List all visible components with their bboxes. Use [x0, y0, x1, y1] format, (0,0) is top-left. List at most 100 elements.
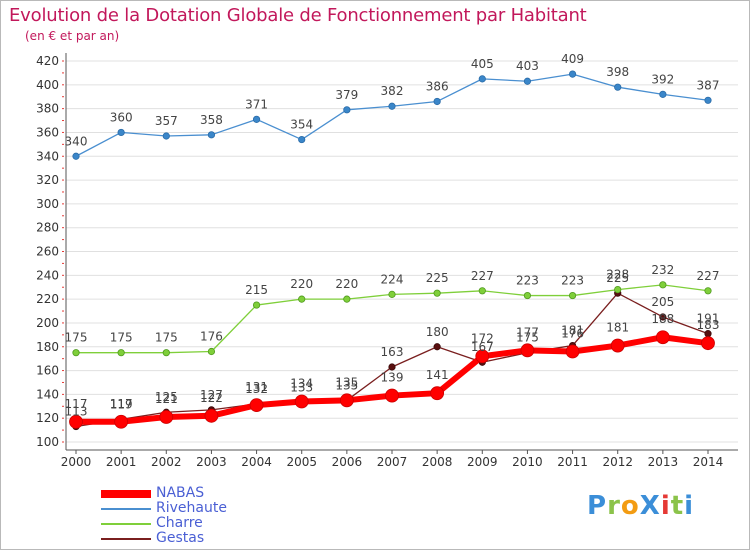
chart-subtitle: (en € et par an) — [25, 29, 120, 43]
data-label-gestas: 132 — [245, 382, 268, 396]
data-point-nabas — [655, 330, 670, 345]
data-label-gestas: 119 — [110, 397, 133, 411]
data-label-gestas: 191 — [697, 312, 720, 326]
data-point-rivehaute — [704, 96, 712, 104]
data-point-nabas — [565, 344, 580, 359]
data-label-rivehaute: 358 — [200, 113, 223, 127]
data-label-charre: 175 — [155, 331, 178, 345]
data-label-charre: 223 — [561, 274, 584, 288]
data-point-rivehaute — [207, 131, 216, 139]
data-point-gestas — [659, 313, 667, 321]
data-label-nabas: 188 — [651, 312, 674, 326]
data-label-rivehaute: 386 — [426, 79, 449, 93]
x-tick-label: 2003 — [196, 455, 227, 469]
data-label-gestas: 175 — [516, 331, 539, 345]
x-tick-label: 2013 — [648, 455, 679, 469]
data-label-charre: 227 — [697, 269, 720, 283]
x-tick-label: 2008 — [422, 455, 453, 469]
y-tick-label: 260 — [36, 245, 59, 259]
data-point-charre — [568, 291, 577, 300]
data-label-charre: 227 — [471, 269, 494, 283]
data-label-charre: 225 — [426, 271, 449, 285]
data-label-rivehaute: 340 — [65, 134, 88, 148]
data-label-nabas: 122 — [200, 391, 223, 405]
data-point-nabas — [610, 338, 625, 353]
y-tick-label: 180 — [36, 340, 59, 354]
y-tick-label: 240 — [36, 268, 59, 282]
x-tick-label: 2007 — [377, 455, 408, 469]
data-label-nabas: 176 — [561, 327, 584, 341]
data-label-gestas: 135 — [335, 378, 358, 392]
data-point-nabas — [159, 410, 174, 424]
y-tick-label: 220 — [36, 292, 59, 306]
legend-swatch — [101, 523, 151, 525]
data-label-gestas: 125 — [155, 390, 178, 404]
data-point-charre — [659, 281, 667, 289]
data-label-charre: 220 — [290, 277, 313, 291]
y-tick-label: 140 — [36, 387, 59, 401]
legend-swatch — [101, 538, 151, 540]
data-label-nabas: 139 — [381, 371, 404, 385]
data-label-rivehaute: 382 — [381, 84, 404, 98]
chart-title: Evolution de la Dotation Globale de Fonc… — [9, 5, 587, 26]
data-label-nabas: 141 — [426, 368, 449, 382]
data-label-rivehaute: 357 — [155, 114, 178, 128]
data-label-rivehaute: 360 — [110, 110, 133, 124]
data-point-nabas — [204, 408, 219, 423]
data-label-gestas: 163 — [381, 345, 404, 359]
data-label-charre: 220 — [335, 277, 358, 291]
data-label-gestas: 133 — [290, 381, 313, 395]
data-point-nabas — [249, 398, 264, 412]
data-point-gestas — [433, 343, 441, 351]
y-tick-label: 300 — [36, 197, 59, 211]
data-label-nabas: 172 — [471, 331, 494, 345]
data-label-nabas: 181 — [606, 321, 629, 335]
data-point-nabas — [339, 393, 354, 408]
data-point-rivehaute — [343, 106, 351, 114]
legend-label: Rivehaute — [156, 500, 227, 516]
data-label-charre: 228 — [606, 268, 629, 282]
data-label-charre: 223 — [516, 274, 539, 288]
data-label-rivehaute: 405 — [471, 57, 494, 71]
data-label-gestas: 113 — [65, 405, 88, 419]
data-point-charre — [207, 347, 216, 356]
data-point-nabas — [69, 414, 83, 429]
data-label-rivehaute: 398 — [606, 65, 629, 79]
data-point-rivehaute — [72, 152, 80, 160]
data-point-nabas — [385, 388, 399, 403]
data-point-rivehaute — [252, 115, 261, 123]
data-point-rivehaute — [478, 75, 486, 83]
x-tick-label: 2009 — [467, 455, 498, 469]
data-point-charre — [704, 287, 712, 295]
y-tick-label: 100 — [36, 435, 59, 449]
y-tick-label: 400 — [36, 78, 59, 92]
data-label-nabas: 117 — [110, 397, 133, 411]
data-point-nabas — [701, 336, 715, 351]
data-label-nabas: 183 — [697, 318, 720, 332]
y-tick-label: 120 — [36, 411, 59, 425]
data-point-charre — [162, 349, 170, 357]
data-point-rivehaute — [298, 135, 306, 144]
y-tick-label: 280 — [36, 221, 59, 235]
data-point-nabas — [520, 343, 535, 358]
data-point-rivehaute — [568, 70, 577, 78]
data-label-gestas: 205 — [651, 295, 674, 309]
data-point-rivehaute — [433, 97, 441, 106]
data-point-nabas — [294, 394, 309, 409]
data-label-nabas: 131 — [245, 380, 268, 394]
x-tick-label: 2002 — [151, 455, 182, 469]
data-point-rivehaute — [523, 77, 532, 85]
data-label-rivehaute: 392 — [651, 72, 674, 86]
data-label-rivehaute: 354 — [290, 118, 313, 132]
data-point-charre — [252, 301, 261, 309]
data-point-charre — [614, 285, 622, 294]
data-label-charre: 176 — [200, 330, 223, 344]
data-label-rivehaute: 403 — [516, 59, 539, 73]
data-point-charre — [298, 295, 306, 303]
series-line-gestas — [75, 292, 709, 428]
data-point-nabas — [475, 349, 490, 364]
data-label-charre: 175 — [110, 331, 133, 345]
data-label-charre: 232 — [651, 263, 674, 277]
data-label-charre: 224 — [381, 272, 404, 286]
data-point-rivehaute — [614, 83, 622, 91]
